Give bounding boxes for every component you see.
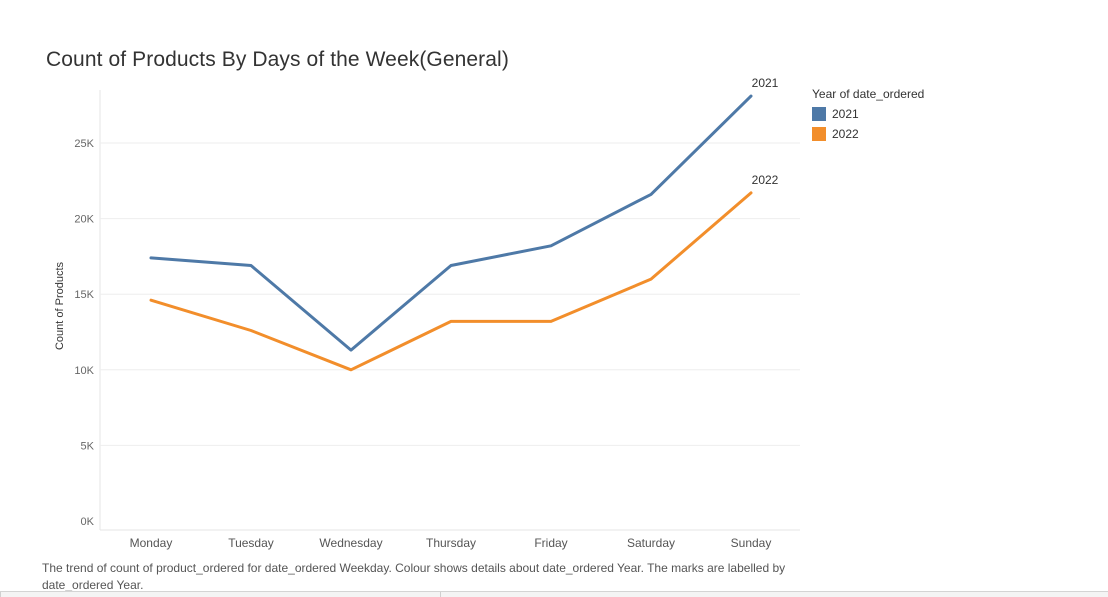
y-tick-label: 0K [81, 516, 95, 528]
legend-label-2022: 2022 [832, 127, 859, 141]
chart-title: Count of Products By Days of the Week(Ge… [46, 48, 509, 71]
y-tick-label: 15K [74, 289, 94, 301]
line-chart: 0K 5K 10K 15K 20K 25K Count of Products Monda… [54, 76, 800, 550]
y-axis-label: Count of Products [54, 261, 66, 350]
legend-item-2022[interactable]: 2022 [812, 124, 924, 144]
chart-caption: The trend of count of product_ordered fo… [42, 561, 786, 592]
series-line-2022 [149, 191, 753, 372]
x-tick-label: Wednesday [319, 536, 382, 550]
legend-title: Year of date_ordered [812, 87, 925, 101]
y-tick-label: 10K [74, 365, 94, 377]
x-tick-label: Monday [130, 536, 173, 550]
series-end-labels: 2021 2022 [752, 76, 779, 187]
legend-label-2021: 2021 [832, 107, 859, 121]
series-end-label-2022: 2022 [752, 173, 779, 187]
y-tick-label: 25K [74, 138, 94, 150]
legend-item-2021[interactable]: 2021 [812, 104, 924, 124]
x-tick-label: Tuesday [228, 536, 274, 550]
scrollbar-segment [440, 592, 1108, 597]
series-lines [149, 94, 753, 372]
x-tick-label: Thursday [426, 536, 476, 550]
gridlines [99, 90, 800, 531]
x-tick-label: Friday [534, 536, 567, 550]
x-axis: Monday Tuesday Wednesday Thursday Friday Satu… [130, 536, 772, 550]
bottom-scrollbar[interactable] [0, 591, 1108, 597]
x-tick-label: Sunday [731, 536, 772, 550]
y-tick-label: 20K [74, 214, 94, 226]
legend-swatch-2021 [812, 107, 826, 121]
legend-swatch-2022 [812, 127, 826, 141]
series-end-label-2021: 2021 [752, 76, 779, 90]
y-tick-label: 5K [81, 440, 95, 452]
x-tick-label: Saturday [627, 536, 675, 550]
y-axis: 0K 5K 10K 15K 20K 25K [74, 138, 94, 528]
legend: Year of date_ordered 2021 2022 [812, 87, 924, 144]
scrollbar-segment [0, 592, 441, 597]
series-line-2021 [149, 94, 753, 352]
